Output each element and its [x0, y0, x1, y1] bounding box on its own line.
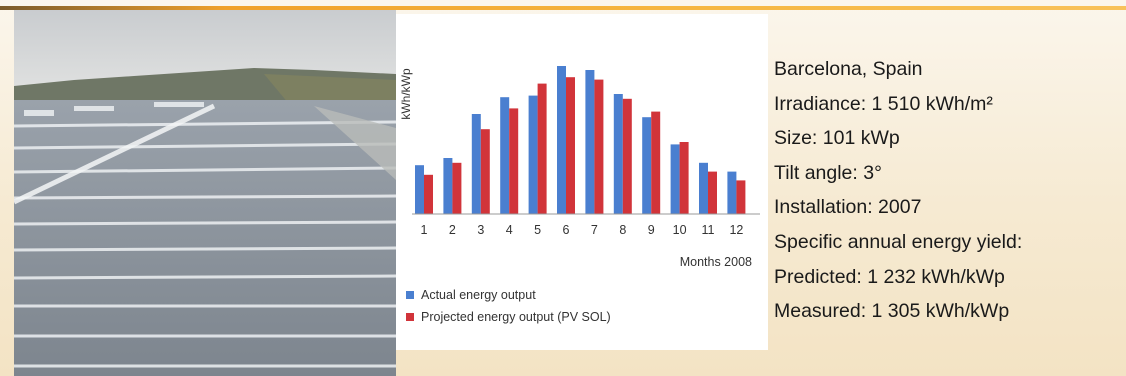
x-tick-label-6: 6 [563, 223, 570, 237]
chart-panel: 1 2 3 4 5 6 7 8 9 10 11 12 kWh/kWp Months 2008 Actu… [396, 14, 768, 350]
x-tick-label-5: 5 [534, 223, 541, 237]
bar-actual-1 [415, 165, 424, 214]
info-location: Barcelona, Spain [774, 58, 923, 80]
x-tick-label-11: 11 [702, 223, 715, 237]
rooftop-pv-image [14, 10, 396, 376]
bar-projected-8 [622, 98, 632, 214]
x-tick-label-8: 8 [619, 223, 626, 237]
legend-item-projected: Projected energy output (PV SOL) [406, 306, 611, 328]
info-irradiance: Irradiance: 1 510 kWh/m² [774, 92, 993, 115]
top-accent-stripe [0, 6, 1126, 10]
bar-actual-11 [699, 162, 708, 214]
bar-actual-3 [471, 114, 481, 214]
bar-actual-10 [670, 144, 680, 214]
info-size: Size: 101 kWp [774, 127, 900, 150]
rooftop-pv-photo [14, 10, 396, 376]
info-installation: Installation: 2007 [774, 196, 922, 219]
x-axis-label: Months 2008 [680, 255, 752, 269]
bar-projected-5 [537, 83, 547, 214]
bar-projected-10 [679, 142, 689, 214]
bar-actual-6 [557, 66, 566, 214]
legend-swatch-projected [406, 313, 414, 321]
bar-projected-2 [452, 162, 462, 214]
bar-projected-6 [566, 77, 575, 214]
x-tick-labels: 1 2 3 4 5 6 7 8 9 10 11 12 [421, 223, 744, 237]
bar-projected-12 [736, 180, 746, 214]
bar-actual-2 [443, 158, 453, 214]
bar-projected-11 [708, 171, 717, 214]
info-predicted: Predicted: 1 232 kWh/kWp [774, 265, 1005, 288]
x-tick-label-2: 2 [449, 223, 456, 237]
x-tick-label-1: 1 [421, 223, 428, 237]
bar-actual-12 [727, 171, 737, 214]
bar-projected-1 [424, 174, 433, 214]
x-tick-label-3: 3 [477, 223, 484, 237]
legend-item-actual: Actual energy output [406, 284, 611, 306]
legend: Actual energy output Projected energy ou… [406, 284, 611, 328]
bar-actual-4 [500, 97, 510, 214]
bar-chart: 1 2 3 4 5 6 7 8 9 10 11 12 kWh/kWp Months 2008 [399, 66, 760, 269]
x-tick-label-10: 10 [673, 223, 687, 237]
legend-label-actual: Actual energy output [421, 288, 536, 302]
bar-actual-5 [528, 95, 538, 214]
x-tick-label-7: 7 [591, 223, 598, 237]
info-tilt: Tilt angle: 3° [774, 161, 882, 184]
info-yield-heading: Specific annual energy yield: [774, 230, 1023, 253]
bar-projected-9 [651, 111, 661, 214]
site-info: Barcelona, Spain Irradiance: 1 510 kWh/m… [774, 52, 1022, 329]
info-measured: Measured: 1 305 kWh/kWp [774, 300, 1010, 323]
x-tick-label-9: 9 [648, 223, 655, 237]
bar-actual-9 [642, 117, 652, 214]
bar-projected-3 [480, 129, 490, 214]
bar-actual-8 [613, 94, 623, 214]
legend-label-projected: Projected energy output (PV SOL) [421, 310, 611, 324]
bar-projected-4 [509, 108, 519, 214]
legend-swatch-actual [406, 291, 414, 299]
x-tick-label-12: 12 [729, 223, 743, 237]
bar-actual-7 [585, 70, 595, 214]
bar-projected-7 [594, 79, 604, 214]
y-axis-label: kWh/kWp [399, 68, 413, 120]
x-tick-label-4: 4 [506, 223, 513, 237]
bars-group [415, 66, 746, 214]
